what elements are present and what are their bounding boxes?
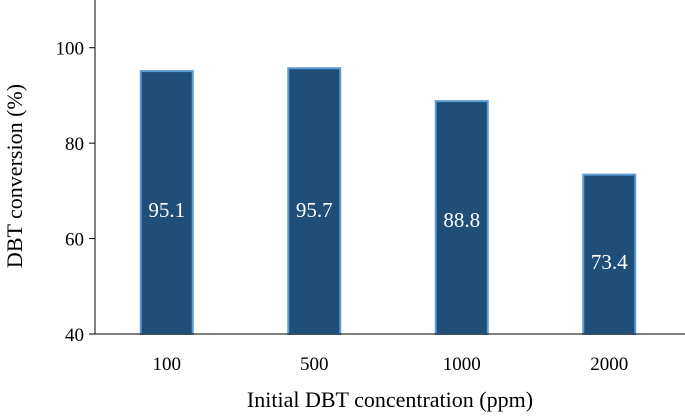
data-label-1000: 88.8 xyxy=(443,208,480,232)
y-axis-title: DBT conversion (%) xyxy=(2,84,27,268)
y-axis-ticks: 40 60 80 100 xyxy=(56,39,95,346)
y-tick-label: 60 xyxy=(65,230,84,251)
x-tick-label: 100 xyxy=(153,354,182,375)
x-tick-label: 500 xyxy=(300,354,329,375)
y-tick-label: 40 xyxy=(65,325,84,346)
x-tick-label: 1000 xyxy=(443,354,481,375)
data-label-500: 95.7 xyxy=(296,198,333,222)
data-label-2000: 73.4 xyxy=(591,250,628,274)
y-tick-label: 100 xyxy=(56,39,85,60)
data-label-100: 95.1 xyxy=(148,198,185,222)
y-tick-label: 80 xyxy=(65,134,84,155)
x-tick-label: 2000 xyxy=(590,354,628,375)
x-axis-ticks: 100 500 1000 2000 xyxy=(153,354,629,375)
x-axis-title: Initial DBT concentration (ppm) xyxy=(247,387,533,412)
bar-1000 xyxy=(434,100,489,336)
bar-2000 xyxy=(582,173,637,335)
bar-100 xyxy=(139,70,194,335)
bars-group: 95.1 95.7 88.8 73.4 xyxy=(139,67,637,336)
